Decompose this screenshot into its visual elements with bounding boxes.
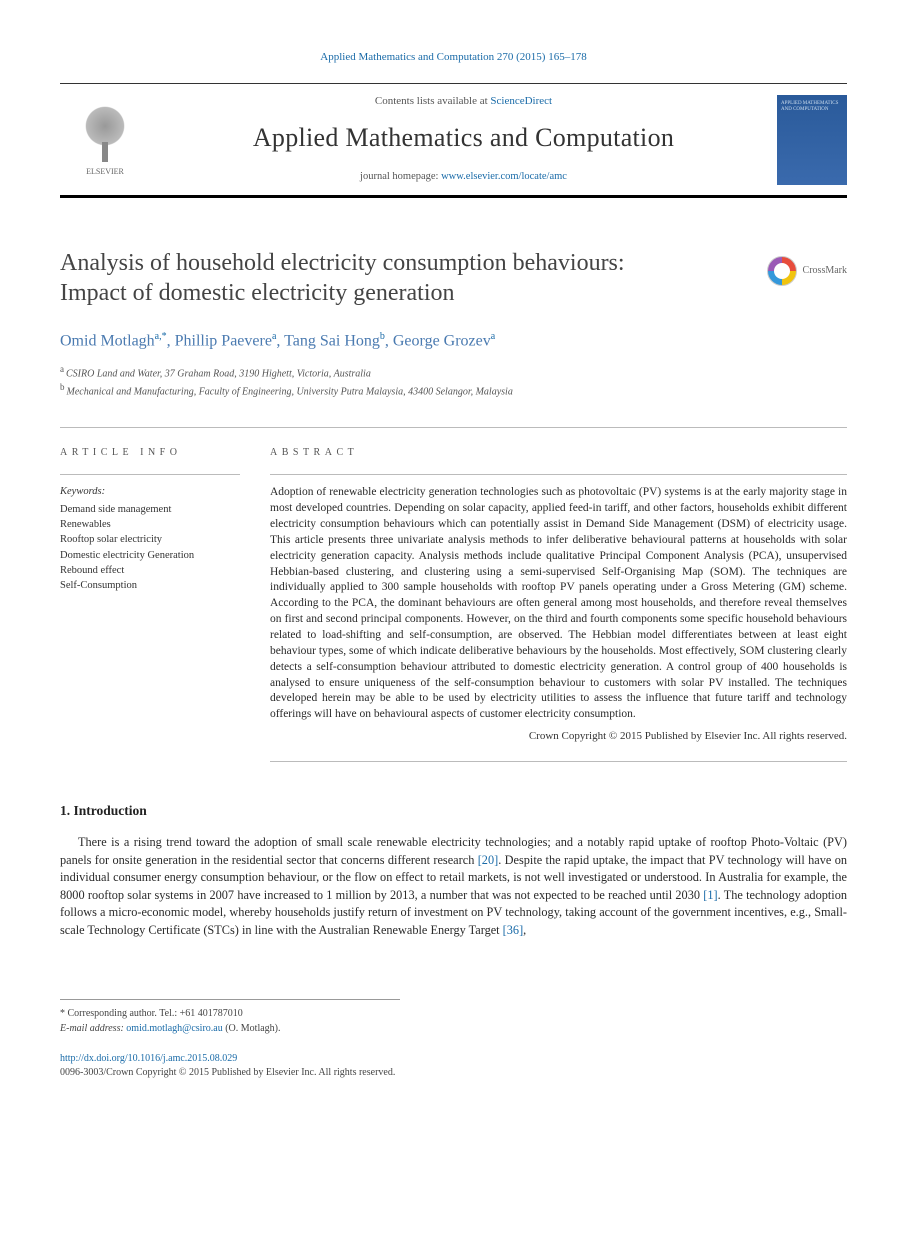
email-suffix: (O. Motlagh). (223, 1023, 281, 1034)
corr-tel: +61 401787010 (180, 1008, 243, 1019)
homepage-line: journal homepage: www.elsevier.com/locat… (150, 170, 777, 185)
author-affil-sup: a (491, 331, 495, 342)
author-list: Omid Motlagha,*, Phillip Paeverea, Tang … (60, 330, 847, 353)
masthead-center: Contents lists available at ScienceDirec… (150, 94, 777, 184)
masthead: ELSEVIER Contents lists available at Sci… (60, 83, 847, 197)
author-name[interactable]: Tang Sai Hong (284, 332, 380, 349)
footnotes: * Corresponding author. Tel.: +61 401787… (60, 999, 400, 1036)
page-bottom: http://dx.doi.org/10.1016/j.amc.2015.08.… (60, 1052, 847, 1080)
cover-thumb-text: APPLIED MATHEMATICS AND COMPUTATION (781, 101, 843, 113)
elsevier-tree-icon (75, 102, 135, 162)
article-title: Analysis of household electricity consum… (60, 248, 680, 308)
publisher-name: ELSEVIER (60, 166, 150, 177)
contents-prefix: Contents lists available at (375, 95, 490, 107)
author-name[interactable]: Phillip Paevere (175, 332, 272, 349)
intro-paragraph: There is a rising trend toward the adopt… (60, 834, 847, 939)
sciencedirect-link[interactable]: ScienceDirect (490, 95, 552, 107)
author-name[interactable]: George Grozev (393, 332, 491, 349)
author-affil-sup: b (380, 331, 385, 342)
abstract-col: ABSTRACT Adoption of renewable electrici… (270, 446, 847, 761)
divider (60, 427, 847, 428)
article-header: CrossMark Analysis of household electric… (60, 248, 847, 399)
abstract-copyright: Crown Copyright © 2015 Published by Else… (270, 729, 847, 744)
info-divider (60, 474, 240, 475)
info-abstract-row: ARTICLE INFO Keywords: Demand side manag… (60, 446, 847, 761)
affil-text: CSIRO Land and Water, 37 Graham Road, 31… (66, 368, 371, 379)
intro-text: , (523, 923, 526, 937)
author-affil-sup: a,* (155, 331, 167, 342)
contents-line: Contents lists available at ScienceDirec… (150, 94, 777, 109)
journal-cover-thumbnail: APPLIED MATHEMATICS AND COMPUTATION (777, 95, 847, 185)
email-link[interactable]: omid.motlagh@csiro.au (126, 1023, 222, 1034)
keyword: Rebound effect (60, 563, 240, 578)
header-citation: Applied Mathematics and Computation 270 … (60, 50, 847, 65)
keyword: Self-Consumption (60, 578, 240, 593)
affil-text: Mechanical and Manufacturing, Faculty of… (67, 386, 513, 397)
article-info-col: ARTICLE INFO Keywords: Demand side manag… (60, 446, 240, 761)
issn-copyright: 0096-3003/Crown Copyright © 2015 Publish… (60, 1066, 847, 1080)
keywords-list: Demand side management Renewables Roofto… (60, 502, 240, 593)
email-line: E-mail address: omid.motlagh@csiro.au (O… (60, 1021, 400, 1036)
keywords-label: Keywords: (60, 485, 240, 500)
citation-link[interactable]: [20] (478, 853, 499, 867)
affil-sup: b (60, 382, 65, 392)
corresponding-author: * Corresponding author. Tel.: +61 401787… (60, 1006, 400, 1021)
affiliations: aCSIRO Land and Water, 37 Graham Road, 3… (60, 363, 847, 400)
crossmark-label: CrossMark (803, 264, 847, 278)
citation-link[interactable]: [36] (503, 923, 524, 937)
affil-sup: a (60, 364, 64, 374)
email-label: E-mail address: (60, 1023, 126, 1034)
abstract-bottom-divider (270, 761, 847, 762)
keyword: Domestic electricity Generation (60, 548, 240, 563)
keyword: Rooftop solar electricity (60, 532, 240, 547)
homepage-prefix: journal homepage: (360, 171, 441, 182)
article-info-label: ARTICLE INFO (60, 446, 240, 460)
homepage-link[interactable]: www.elsevier.com/locate/amc (441, 171, 567, 182)
crossmark-badge[interactable]: CrossMark (767, 256, 847, 286)
affiliation: bMechanical and Manufacturing, Faculty o… (60, 381, 847, 399)
journal-name: Applied Mathematics and Computation (150, 120, 777, 156)
keyword: Renewables (60, 517, 240, 532)
affiliation: aCSIRO Land and Water, 37 Graham Road, 3… (60, 363, 847, 381)
section-heading-intro: 1. Introduction (60, 802, 847, 821)
crossmark-icon (767, 256, 797, 286)
corr-label: * Corresponding author. Tel.: (60, 1008, 180, 1019)
abstract-text: Adoption of renewable electricity genera… (270, 485, 847, 723)
author-affil-sup: a (272, 331, 276, 342)
abstract-divider (270, 474, 847, 475)
author-name[interactable]: Omid Motlagh (60, 332, 155, 349)
abstract-label: ABSTRACT (270, 446, 847, 460)
keyword: Demand side management (60, 502, 240, 517)
doi-link[interactable]: http://dx.doi.org/10.1016/j.amc.2015.08.… (60, 1053, 237, 1064)
elsevier-logo: ELSEVIER (60, 102, 150, 177)
citation-link[interactable]: [1] (703, 888, 717, 902)
